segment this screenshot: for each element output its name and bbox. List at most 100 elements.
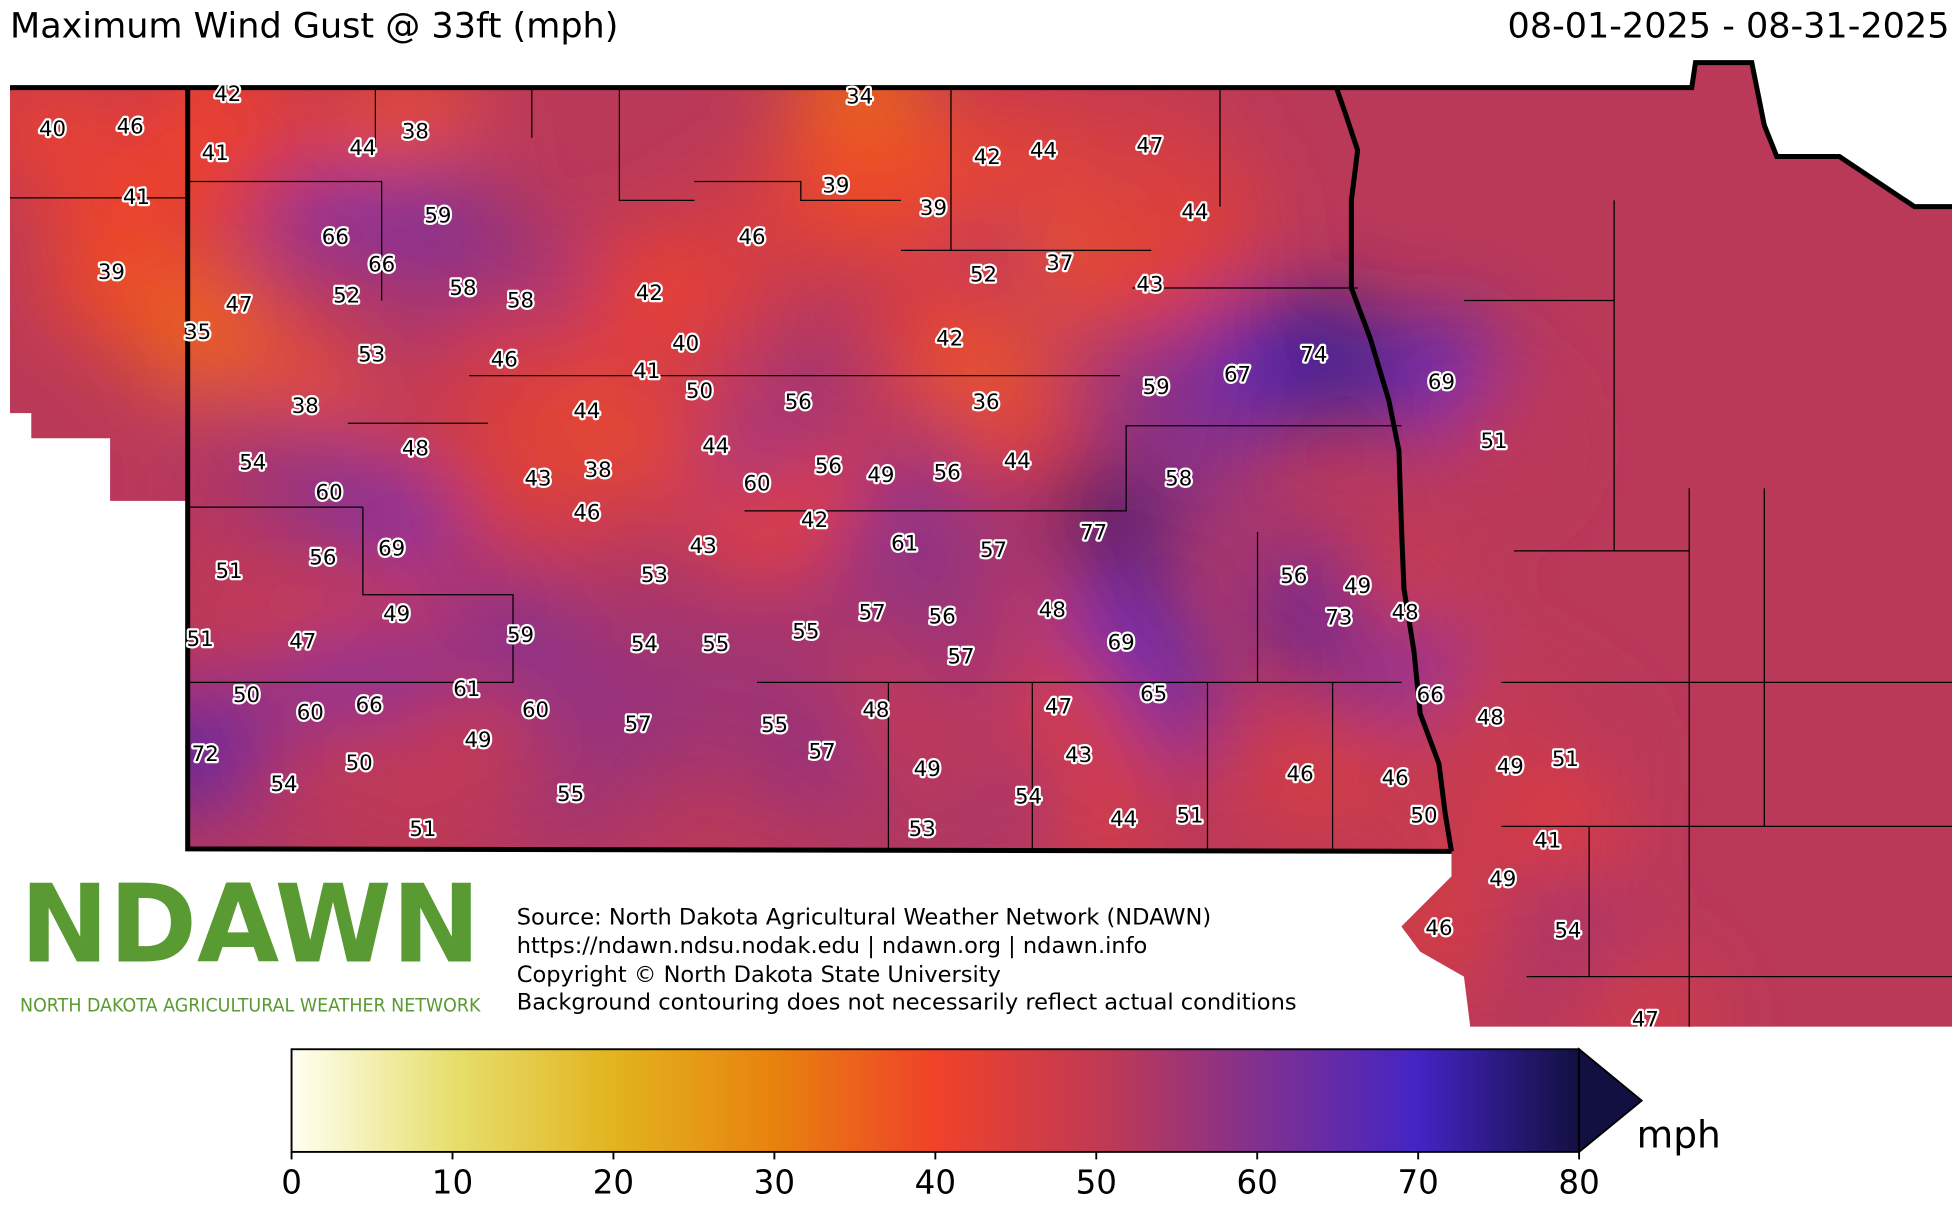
- gust-blob: [1502, 866, 1633, 997]
- station-value: 55: [792, 619, 819, 644]
- station-value: 35: [184, 320, 211, 345]
- colorbar-tick-label: 50: [1076, 1163, 1117, 1201]
- station-value: 57: [859, 601, 886, 626]
- station-value: 56: [785, 390, 812, 415]
- station-value: 77: [1080, 520, 1107, 545]
- station-value: 44: [1004, 449, 1031, 474]
- station-value: 49: [383, 602, 410, 627]
- station-value: 44: [1030, 138, 1057, 163]
- station-value: 66: [368, 252, 395, 277]
- station-value: 42: [936, 326, 963, 351]
- station-value: 47: [1136, 133, 1163, 158]
- nd-border: [185, 87, 1452, 854]
- station-value: 56: [934, 460, 961, 485]
- station-value: 69: [1428, 370, 1455, 395]
- station-value: 46: [1382, 766, 1409, 791]
- colorbar-unit: mph: [1637, 1112, 1721, 1156]
- station-value: 60: [522, 698, 549, 723]
- station-value: 50: [346, 751, 373, 776]
- station-value: 47: [225, 293, 252, 318]
- station-value: 57: [947, 644, 974, 669]
- station-value: 52: [970, 262, 997, 287]
- station-value: 42: [214, 82, 241, 107]
- station-value: 69: [1108, 631, 1135, 656]
- station-value: 41: [202, 141, 229, 166]
- source-line: Copyright © North Dakota State Universit…: [517, 962, 1001, 988]
- station-value: 46: [1425, 916, 1452, 941]
- colorbar-tick-label: 40: [915, 1163, 956, 1201]
- station-value: 44: [349, 136, 376, 161]
- station-value: 72: [192, 742, 219, 767]
- station-value: 51: [215, 559, 242, 584]
- station-value: 46: [738, 225, 765, 250]
- station-value: 39: [920, 196, 947, 221]
- station-value: 58: [1165, 467, 1192, 492]
- gust-blob: [978, 86, 1109, 217]
- station-value: 73: [1325, 606, 1352, 631]
- source-line: Source: North Dakota Agricultural Weathe…: [517, 904, 1211, 930]
- station-value: 54: [1015, 785, 1042, 810]
- station-value: 61: [891, 532, 918, 557]
- map-title: Maximum Wind Gust @ 33ft (mph): [10, 6, 618, 47]
- station-value: 50: [1410, 803, 1437, 828]
- station-value: 56: [309, 545, 336, 570]
- station-value: 38: [585, 458, 612, 483]
- station-value: 61: [453, 677, 480, 702]
- station-value: 44: [573, 399, 600, 424]
- station-value: 48: [1392, 601, 1419, 626]
- station-value: 38: [402, 120, 429, 145]
- colorbar-tick-label: 20: [593, 1163, 634, 1201]
- station-value: 46: [491, 348, 518, 373]
- station-value: 46: [1287, 762, 1314, 787]
- contour-field: [10, 62, 1952, 1027]
- logo-name: NDAWN: [20, 863, 480, 988]
- station-value: 49: [464, 728, 491, 753]
- station-value: 69: [378, 537, 405, 562]
- station-value: 36: [972, 390, 999, 415]
- station-value: 48: [1477, 706, 1504, 731]
- station-value: 37: [1046, 251, 1073, 276]
- station-value: 57: [809, 739, 836, 764]
- station-value: 41: [1534, 828, 1561, 853]
- station-value: 51: [409, 817, 436, 842]
- station-value: 48: [402, 436, 429, 461]
- station-value: 66: [1417, 683, 1444, 708]
- station-labels: 40 46 42 41 44 38 34 42 44 47 41 39 39 44 59 66 46 39 66 37…: [37, 80, 1661, 1035]
- gust-blob: [1428, 376, 1560, 508]
- logo: NDAWN NORTH DAKOTA AGRICULTURAL WEATHER …: [20, 863, 481, 1017]
- station-value: 41: [633, 359, 660, 384]
- station-value: 57: [625, 712, 652, 737]
- station-value: 49: [867, 463, 894, 488]
- colorbar-tick-label: 70: [1397, 1163, 1438, 1201]
- station-value: 56: [929, 604, 956, 629]
- station-value: 40: [672, 331, 699, 356]
- station-value: 58: [449, 276, 476, 301]
- station-value: 34: [846, 85, 873, 110]
- station-value: 39: [822, 174, 849, 199]
- source-line: https://ndawn.ndsu.nodak.edu | ndawn.org…: [517, 933, 1148, 959]
- date-range: 08-01-2025 - 08-31-2025: [1508, 6, 1950, 47]
- station-value: 56: [815, 454, 842, 479]
- station-value: 43: [525, 467, 552, 492]
- gust-blob: [1580, 955, 1711, 1027]
- source-line: Background contouring does not necessari…: [517, 989, 1297, 1015]
- station-value: 59: [507, 623, 534, 648]
- logo-tagline: NORTH DAKOTA AGRICULTURAL WEATHER NETWOR…: [20, 996, 481, 1017]
- station-value: 53: [358, 343, 385, 368]
- colorbar-extend: [1578, 1047, 1644, 1154]
- colorbar-tick-label: 10: [432, 1163, 473, 1201]
- station-value: 54: [271, 772, 298, 797]
- station-value: 59: [1143, 375, 1170, 400]
- station-value: 54: [1554, 919, 1581, 944]
- station-value: 53: [641, 563, 668, 588]
- station-value: 46: [117, 115, 144, 140]
- station-value: 58: [507, 289, 534, 314]
- station-value: 74: [1300, 343, 1327, 368]
- station-value: 55: [557, 782, 584, 807]
- gust-blob: [686, 172, 818, 304]
- station-value: 50: [233, 683, 260, 708]
- station-value: 40: [39, 117, 66, 142]
- station-value: 43: [690, 534, 717, 559]
- station-value: 51: [1176, 803, 1203, 828]
